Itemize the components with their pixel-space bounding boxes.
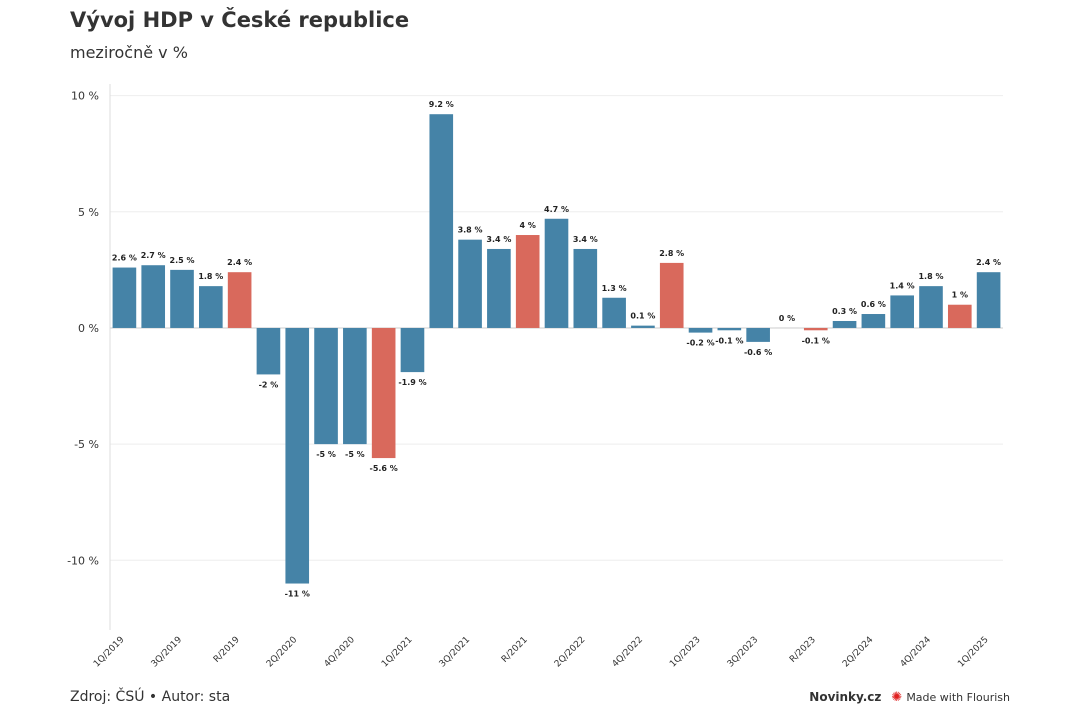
bar-4Q-2024[interactable] — [919, 286, 943, 328]
data-label-layer: 2.6 % 2.7 %2.5 %1.8 %2.4 %-2 %-11 %-5 % -5… — [112, 100, 1001, 598]
bar-4Q-2019[interactable] — [199, 286, 223, 328]
data-label: -2 % — [259, 380, 279, 389]
data-label: 0.3 % — [832, 307, 857, 316]
data-label: -1.9 % — [398, 378, 426, 387]
y-tick-label: -10 % — [67, 554, 99, 567]
data-label: 1.4 % — [890, 281, 915, 290]
data-label: -0.1 % — [802, 336, 830, 345]
bar-R-2021[interactable] — [515, 235, 540, 328]
bar-1Q-2019[interactable] — [112, 267, 137, 328]
x-tick-label: 1Q/2025 — [956, 635, 990, 669]
grid-layer — [110, 95, 1003, 561]
bar-R-2024[interactable] — [947, 304, 972, 328]
data-label: 1.8 % — [198, 272, 223, 281]
x-tick-label: R/2019 — [212, 635, 242, 665]
bar-4Q-2022[interactable] — [631, 325, 655, 328]
bar-3Q-2019[interactable] — [170, 269, 194, 328]
bar-layer — [112, 114, 1001, 584]
data-label: -11 % — [285, 590, 310, 599]
y-tick-label: 10 % — [71, 90, 99, 103]
bar-1Q-2020[interactable] — [256, 327, 281, 375]
bar-R-2022[interactable] — [659, 262, 684, 328]
footer-brand-area: Novinky.cz ✺ Made with Flourish — [809, 690, 1010, 704]
bar-3Q-2023[interactable] — [746, 327, 770, 342]
x-tick-label: 1Q/2019 — [92, 635, 127, 670]
data-label: 2.5 % — [170, 256, 195, 265]
x-tick-label: 2Q/2024 — [841, 635, 876, 670]
data-label: 2.6 % — [112, 254, 137, 263]
bar-2Q-2024[interactable] — [861, 314, 886, 328]
x-tick-label: 4Q/2020 — [323, 635, 358, 670]
data-label: 1.3 % — [602, 284, 627, 293]
y-tick-label: 5 % — [78, 206, 99, 219]
bar-1Q-2025[interactable] — [976, 272, 1001, 328]
data-label: -5.6 % — [370, 464, 398, 473]
bar-4Q-2020[interactable] — [343, 327, 367, 445]
data-label: 2.4 % — [976, 258, 1001, 267]
data-label: 2.4 % — [227, 258, 252, 267]
bar-1Q-2024[interactable] — [832, 320, 857, 328]
x-tick-label: 3Q/2019 — [150, 635, 185, 670]
data-label: 0.1 % — [630, 312, 655, 321]
data-label: 3.8 % — [458, 226, 483, 235]
y-tick-label: 0 % — [78, 322, 99, 335]
bar-R-2023[interactable] — [803, 327, 828, 331]
chart-title: Vývoj HDP v České republice — [70, 8, 410, 32]
data-label: 1 % — [952, 291, 968, 300]
bar-2Q-2023[interactable] — [717, 327, 742, 331]
axis-layer: 10 % 5 % 0 % -5 % -10 % 1Q/2019 3Q/2019 R/2019 2… — [67, 84, 991, 670]
x-tick-label: 3Q/2023 — [726, 635, 760, 669]
x-tick-label: 1Q/2021 — [380, 635, 414, 669]
bar-1Q-2021[interactable] — [400, 327, 425, 373]
data-label: 3.4 % — [573, 235, 598, 244]
x-tick-label: R/2021 — [500, 635, 530, 665]
source-credit: Zdroj: ČSÚ • Autor: sta — [70, 689, 231, 705]
flourish-spark-icon: ✺ — [891, 689, 903, 705]
data-label: 2.7 % — [141, 251, 166, 260]
bar-2Q-2022[interactable] — [573, 248, 598, 328]
x-tick-label: 4Q/2022 — [611, 635, 645, 669]
chart-subtitle: meziročně v % — [70, 43, 188, 62]
data-label: 3.4 % — [486, 235, 511, 244]
data-label: 1.8 % — [918, 272, 943, 281]
data-label: 4.7 % — [544, 205, 569, 214]
x-tick-label: 4Q/2024 — [899, 635, 934, 670]
data-label: -5 % — [345, 450, 365, 459]
data-label: 2.8 % — [659, 249, 684, 258]
data-label: -0.6 % — [744, 348, 772, 357]
bar-3Q-2022[interactable] — [602, 297, 626, 328]
bar-3Q-2024[interactable] — [890, 295, 914, 328]
data-label: 0 % — [779, 314, 795, 323]
x-tick-label: 2Q/2020 — [265, 635, 300, 670]
bar-2Q-2019[interactable] — [141, 265, 166, 328]
bar-1Q-2022[interactable] — [544, 218, 569, 328]
made-with-flourish-label: Made with Flourish — [906, 690, 1010, 704]
x-tick-label: 1Q/2023 — [668, 635, 702, 669]
data-label: -0.2 % — [686, 339, 714, 348]
bar-2Q-2021[interactable] — [429, 114, 454, 328]
made-with-flourish-link[interactable]: ✺ Made with Flourish — [891, 691, 1010, 704]
bar-2Q-2020[interactable] — [285, 327, 310, 584]
novinky-logo[interactable]: Novinky.cz — [809, 690, 882, 704]
x-tick-label: 3Q/2021 — [438, 635, 472, 669]
bar-R-2020[interactable] — [371, 327, 396, 459]
bar-4Q-2021[interactable] — [487, 248, 511, 328]
bar-3Q-2021[interactable] — [458, 239, 482, 328]
bar-R-2019[interactable] — [227, 272, 252, 328]
gdp-bar-chart: 2.6 % 2.7 %2.5 %1.8 %2.4 %-2 %-11 %-5 % -5… — [67, 84, 1003, 670]
bar-1Q-2023[interactable] — [688, 327, 713, 333]
y-tick-label: -5 % — [74, 438, 99, 451]
data-label: -0.1 % — [715, 336, 743, 345]
data-label: 9.2 % — [429, 100, 454, 109]
x-tick-label: 2Q/2022 — [553, 635, 587, 669]
x-tick-label: R/2023 — [788, 635, 818, 665]
data-label: 0.6 % — [861, 300, 886, 309]
data-label: -5 % — [316, 450, 336, 459]
data-label: 4 % — [520, 221, 536, 230]
bar-3Q-2020[interactable] — [314, 327, 338, 445]
